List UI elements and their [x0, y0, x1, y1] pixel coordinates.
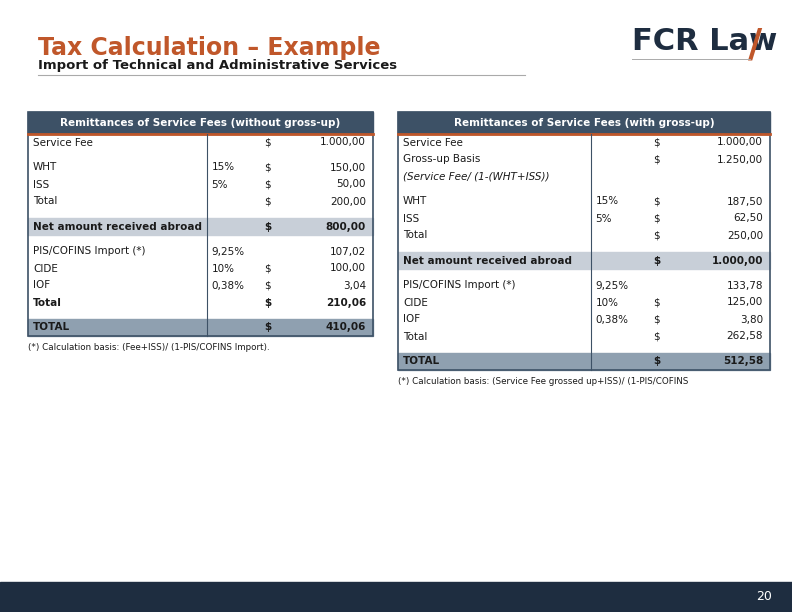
Text: $: $	[265, 323, 272, 332]
Text: CIDE: CIDE	[403, 297, 428, 307]
Text: $: $	[653, 154, 660, 165]
Text: $: $	[265, 280, 271, 291]
Text: $: $	[653, 357, 660, 367]
Text: 50,00: 50,00	[337, 179, 366, 190]
Text: $: $	[265, 222, 272, 231]
Bar	[28, 319, 373, 336]
Text: $: $	[265, 264, 271, 274]
Text: 0,38%: 0,38%	[596, 315, 628, 324]
Text: $: $	[265, 179, 271, 190]
Text: $: $	[653, 315, 660, 324]
Text: 1.000,00: 1.000,00	[320, 138, 366, 147]
Text: Total: Total	[403, 231, 428, 241]
Text: ISS: ISS	[33, 179, 49, 190]
Text: Service Fee: Service Fee	[33, 138, 93, 147]
Text: WHT: WHT	[33, 163, 57, 173]
Text: 107,02: 107,02	[329, 247, 366, 256]
Text: (*) Calculation basis: (Fee+ISS)/ (1-PIS/COFINS Import).: (*) Calculation basis: (Fee+ISS)/ (1-PIS…	[28, 343, 269, 351]
Text: Net amount received abroad: Net amount received abroad	[33, 222, 202, 231]
Text: (Service Fee/ (1-(WHT+ISS)): (Service Fee/ (1-(WHT+ISS))	[403, 171, 550, 182]
Text: CIDE: CIDE	[33, 264, 58, 274]
Text: $: $	[653, 214, 660, 223]
Text: FCR Law: FCR Law	[632, 28, 777, 56]
Text: 410,06: 410,06	[326, 323, 366, 332]
Text: 3,80: 3,80	[740, 315, 763, 324]
Text: (*) Calculation basis: (Service Fee grossed up+ISS)/ (1-PIS/COFINS: (*) Calculation basis: (Service Fee gros…	[398, 376, 688, 386]
Text: 1.000,00: 1.000,00	[711, 255, 763, 266]
Text: $: $	[653, 255, 660, 266]
Text: Gross-up Basis: Gross-up Basis	[403, 154, 481, 165]
Text: Tax Calculation – Example: Tax Calculation – Example	[38, 36, 380, 60]
Text: 262,58: 262,58	[726, 332, 763, 341]
Text: 0,38%: 0,38%	[211, 280, 245, 291]
Bar	[398, 252, 770, 269]
Text: IOF: IOF	[403, 315, 420, 324]
Text: 20: 20	[756, 591, 772, 603]
Text: Net amount received abroad: Net amount received abroad	[403, 255, 572, 266]
Text: 250,00: 250,00	[727, 231, 763, 241]
Bar	[398, 112, 770, 134]
Text: Remittances of Service Fees (with gross-up): Remittances of Service Fees (with gross-…	[454, 118, 714, 128]
Text: Import of Technical and Administrative Services: Import of Technical and Administrative S…	[38, 59, 397, 72]
Text: 10%: 10%	[211, 264, 234, 274]
Text: PIS/COFINS Import (*): PIS/COFINS Import (*)	[33, 247, 146, 256]
Text: 15%: 15%	[211, 163, 234, 173]
Text: $: $	[653, 138, 660, 147]
Text: 187,50: 187,50	[726, 196, 763, 206]
Text: 5%: 5%	[211, 179, 228, 190]
Text: /: /	[748, 26, 762, 64]
Text: $: $	[653, 297, 660, 307]
Text: Remittances of Service Fees (without gross-up): Remittances of Service Fees (without gro…	[60, 118, 341, 128]
Text: $: $	[653, 231, 660, 241]
Text: 210,06: 210,06	[326, 297, 366, 307]
Bar	[28, 218, 373, 235]
Text: $: $	[265, 297, 272, 307]
Text: 1.250,00: 1.250,00	[717, 154, 763, 165]
Text: $: $	[653, 332, 660, 341]
Text: 133,78: 133,78	[726, 280, 763, 291]
Text: $: $	[265, 196, 271, 206]
Text: TOTAL: TOTAL	[403, 357, 440, 367]
Text: 62,50: 62,50	[733, 214, 763, 223]
Text: WHT: WHT	[403, 196, 427, 206]
Text: TOTAL: TOTAL	[33, 323, 70, 332]
Text: 3,04: 3,04	[343, 280, 366, 291]
Bar	[28, 112, 373, 134]
Text: 5%: 5%	[596, 214, 612, 223]
Text: 200,00: 200,00	[330, 196, 366, 206]
Bar	[398, 353, 770, 370]
Text: IOF: IOF	[33, 280, 50, 291]
Bar	[28, 112, 373, 336]
Text: 125,00: 125,00	[727, 297, 763, 307]
Text: $: $	[265, 163, 271, 173]
Text: 10%: 10%	[596, 297, 619, 307]
Text: Total: Total	[403, 332, 428, 341]
Text: 9,25%: 9,25%	[596, 280, 629, 291]
Text: 512,58: 512,58	[723, 357, 763, 367]
Bar	[0, 582, 792, 612]
Text: Service Fee: Service Fee	[403, 138, 463, 147]
Text: PIS/COFINS Import (*): PIS/COFINS Import (*)	[403, 280, 516, 291]
Text: 15%: 15%	[596, 196, 619, 206]
Text: 1.000,00: 1.000,00	[717, 138, 763, 147]
Text: 100,00: 100,00	[330, 264, 366, 274]
Text: ISS: ISS	[403, 214, 419, 223]
Text: Total: Total	[33, 196, 57, 206]
Text: 800,00: 800,00	[326, 222, 366, 231]
Text: 9,25%: 9,25%	[211, 247, 245, 256]
Text: 150,00: 150,00	[330, 163, 366, 173]
Bar	[398, 112, 770, 370]
Text: $: $	[265, 138, 271, 147]
Text: $: $	[653, 196, 660, 206]
Text: Total: Total	[33, 297, 62, 307]
